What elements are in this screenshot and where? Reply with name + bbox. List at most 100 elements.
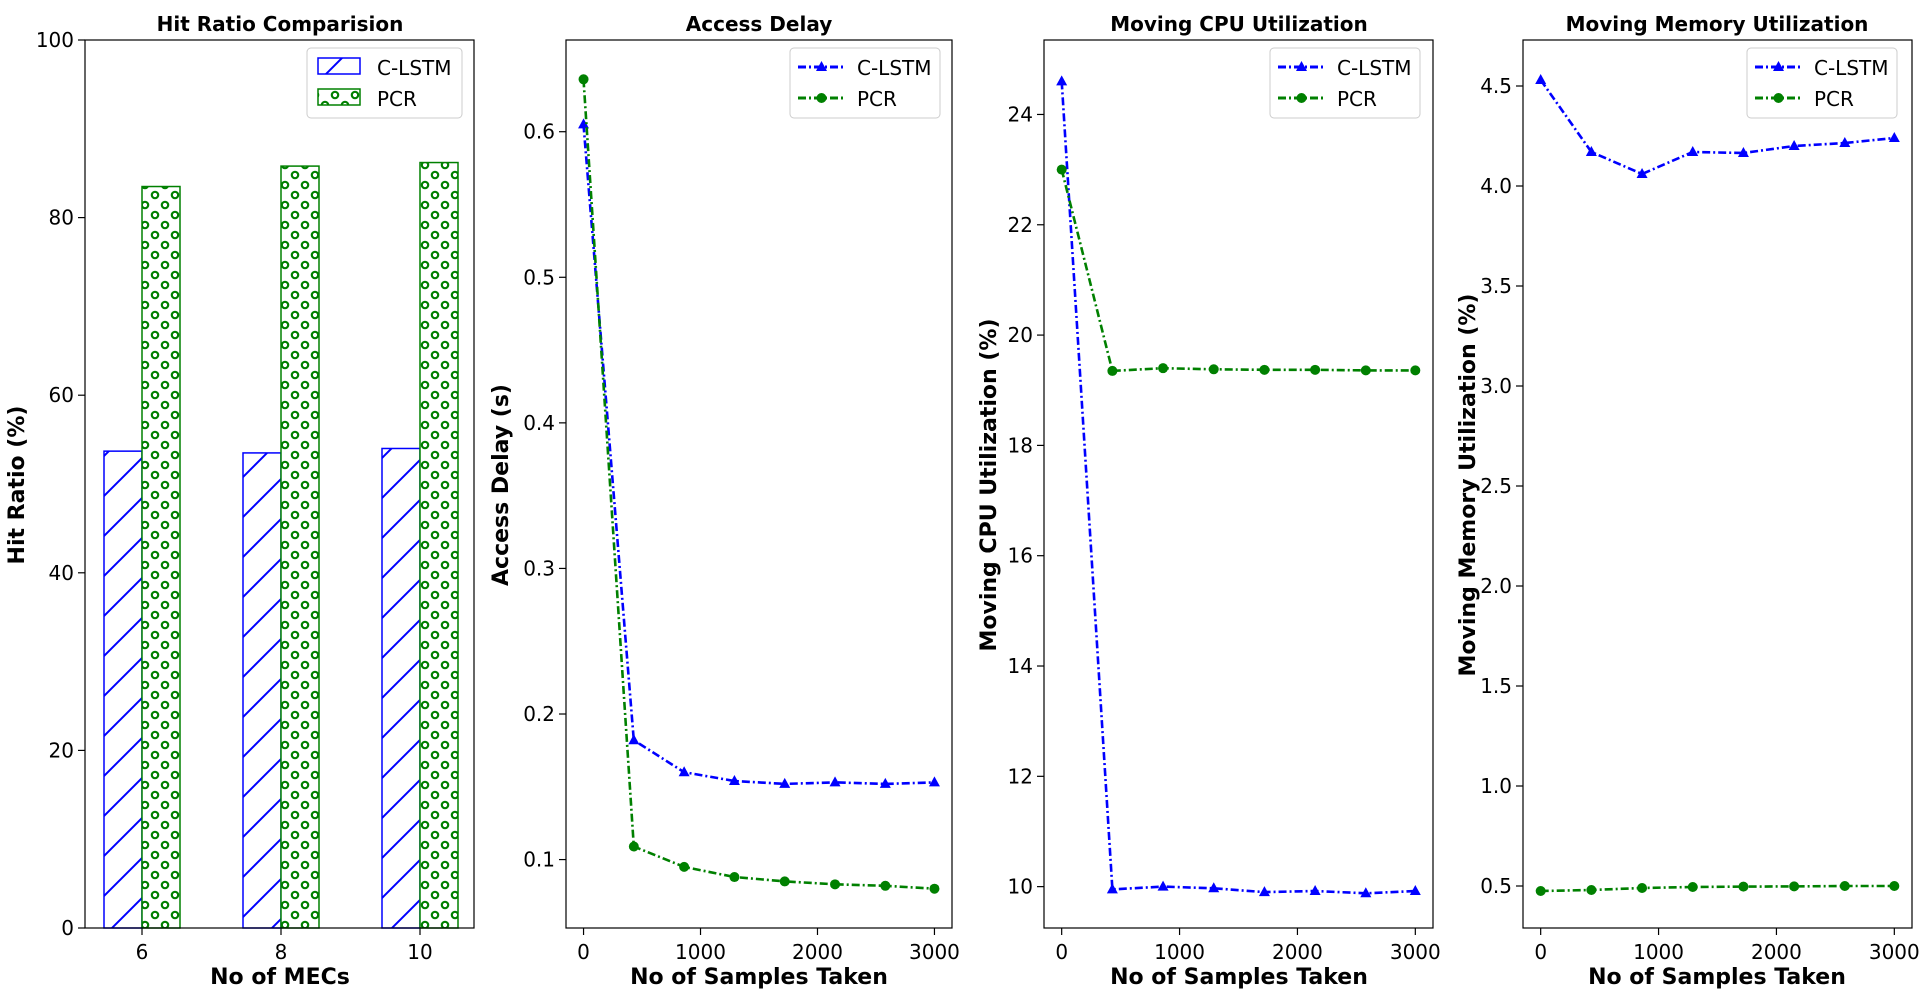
bar-c-lstm-8	[242, 452, 282, 929]
point-c-lstm	[728, 774, 740, 785]
point-c-lstm	[1056, 75, 1068, 86]
point-pcr	[578, 74, 589, 85]
point-pcr	[1208, 364, 1219, 375]
y-tick-label: 0	[61, 916, 74, 940]
point-c-lstm	[1208, 882, 1220, 893]
moving-memory-panel: Moving Memory Utilization No of Samples …	[1456, 12, 1920, 990]
bar-c-lstm-6	[103, 450, 143, 929]
x-tick-label: 0	[577, 940, 590, 964]
y-tick-label: 22	[1008, 213, 1033, 237]
bar-c-lstm-10	[381, 447, 421, 929]
x-tick-label: 10	[407, 940, 432, 964]
y-tick-label: 80	[49, 206, 74, 230]
y-tick-label: 14	[1008, 654, 1033, 678]
point-pcr	[729, 872, 740, 883]
access-delay-xlabel: No of Samples Taken	[630, 965, 888, 990]
y-tick-label: 2.0	[1480, 574, 1512, 598]
moving-memory-plot-area: 0.5 1.0 1.5 2.0 2.5 3.0 3.5 4.0 4.5 0 1000 2000 3000	[1480, 74, 1920, 964]
x-tick-label: 6	[136, 940, 149, 964]
point-pcr	[1839, 881, 1850, 891]
point-c-lstm	[1409, 885, 1421, 896]
y-tick-label: 0.3	[523, 556, 555, 580]
x-tick-label: 1000	[1154, 940, 1205, 964]
y-tick-label: 2.5	[1480, 474, 1512, 498]
x-tick-label: 2000	[1751, 940, 1802, 964]
point-pcr	[1738, 881, 1749, 892]
point-c-lstm	[678, 766, 690, 777]
moving-cpu-plot-area: 10 12 14 16 18 20 22 24 0 1000 2000 3000	[1008, 75, 1441, 964]
y-tick-label: 20	[1008, 323, 1033, 347]
series-line-pcr	[1060, 169, 1416, 373]
point-pcr	[1586, 885, 1597, 895]
legend-clstm-label: C-LSTM	[1814, 56, 1889, 80]
y-tick-label: 0.5	[1480, 874, 1512, 898]
point-pcr	[1310, 364, 1321, 375]
point-pcr	[1637, 883, 1648, 893]
x-tick-label: 3000	[1869, 940, 1920, 964]
point-pcr	[1107, 365, 1118, 376]
moving-cpu-legend: C-LSTM PCR	[1269, 47, 1421, 119]
series-line-pcr	[582, 79, 935, 890]
y-tick-label: 0.2	[523, 702, 555, 726]
point-c-lstm	[1888, 132, 1900, 142]
moving-memory-xlabel: No of Samples Taken	[1588, 965, 1846, 990]
x-tick-label: 8	[275, 940, 288, 964]
legend-clstm-marker	[1773, 61, 1784, 71]
series-line-pcr	[1540, 884, 1895, 893]
point-pcr	[1535, 886, 1546, 896]
legend-pcr-swatch	[317, 88, 361, 106]
point-c-lstm	[1687, 146, 1699, 156]
y-tick-label: 0.6	[523, 120, 555, 144]
moving-cpu-legend-box	[1269, 47, 1421, 119]
y-tick-label: 10	[1008, 875, 1033, 899]
y-tick-label: 100	[36, 28, 74, 52]
legend-clstm-marker	[816, 61, 827, 71]
legend-pcr-label: PCR	[857, 87, 897, 111]
y-tick-label: 18	[1008, 433, 1033, 457]
legend-clstm-label: C-LSTM	[1337, 56, 1412, 80]
point-pcr	[830, 879, 841, 890]
point-pcr	[1410, 365, 1421, 376]
point-c-lstm	[1636, 168, 1648, 178]
point-c-lstm	[779, 777, 791, 788]
legend-clstm-marker	[1296, 61, 1307, 71]
x-tick-label: 1000	[675, 940, 726, 964]
series-line-c-lstm	[1539, 79, 1895, 176]
hit-ratio-title: Hit Ratio Comparision	[157, 12, 404, 36]
y-tick-label: 24	[1008, 102, 1033, 126]
x-tick-label: 1000	[1633, 940, 1684, 964]
point-pcr	[1789, 881, 1800, 892]
point-c-lstm	[879, 777, 891, 788]
y-tick-label: 40	[49, 561, 74, 585]
series-line-c-lstm	[1060, 81, 1416, 895]
legend-clstm-swatch	[317, 57, 361, 75]
point-c-lstm	[1839, 137, 1851, 147]
y-tick-label: 3.5	[1480, 274, 1512, 298]
y-tick-label: 4.0	[1480, 174, 1512, 198]
point-c-lstm	[1585, 146, 1597, 156]
y-tick-label: 0.1	[523, 848, 555, 872]
point-c-lstm	[1157, 880, 1169, 891]
point-c-lstm	[1788, 140, 1800, 150]
moving-memory-legend-box	[1746, 47, 1898, 119]
legend-clstm-label: C-LSTM	[377, 56, 452, 80]
point-pcr	[1056, 164, 1067, 175]
point-c-lstm	[578, 118, 590, 129]
moving-memory-ylabel: Moving Memory Utilization (%)	[1456, 294, 1481, 677]
point-c-lstm	[1737, 147, 1749, 157]
point-pcr	[1158, 363, 1169, 374]
point-c-lstm	[1258, 886, 1270, 897]
moving-cpu-frame	[1043, 39, 1434, 929]
moving-memory-frame	[1522, 39, 1913, 929]
hit-ratio-plot-area: 0 20 40 60 80 100 6 8 10	[36, 28, 459, 964]
x-tick-label: 3000	[1390, 940, 1441, 964]
moving-cpu-panel: Moving CPU Utilization No of Samples Tak…	[977, 12, 1441, 990]
bar-pcr-6	[141, 185, 181, 929]
point-c-lstm	[628, 734, 640, 745]
legend-pcr-marker	[1296, 93, 1307, 103]
moving-cpu-title: Moving CPU Utilization	[1110, 12, 1368, 36]
y-tick-label: 0.5	[523, 265, 555, 289]
y-tick-label: 4.5	[1480, 74, 1512, 98]
hit-ratio-frame	[84, 39, 475, 929]
